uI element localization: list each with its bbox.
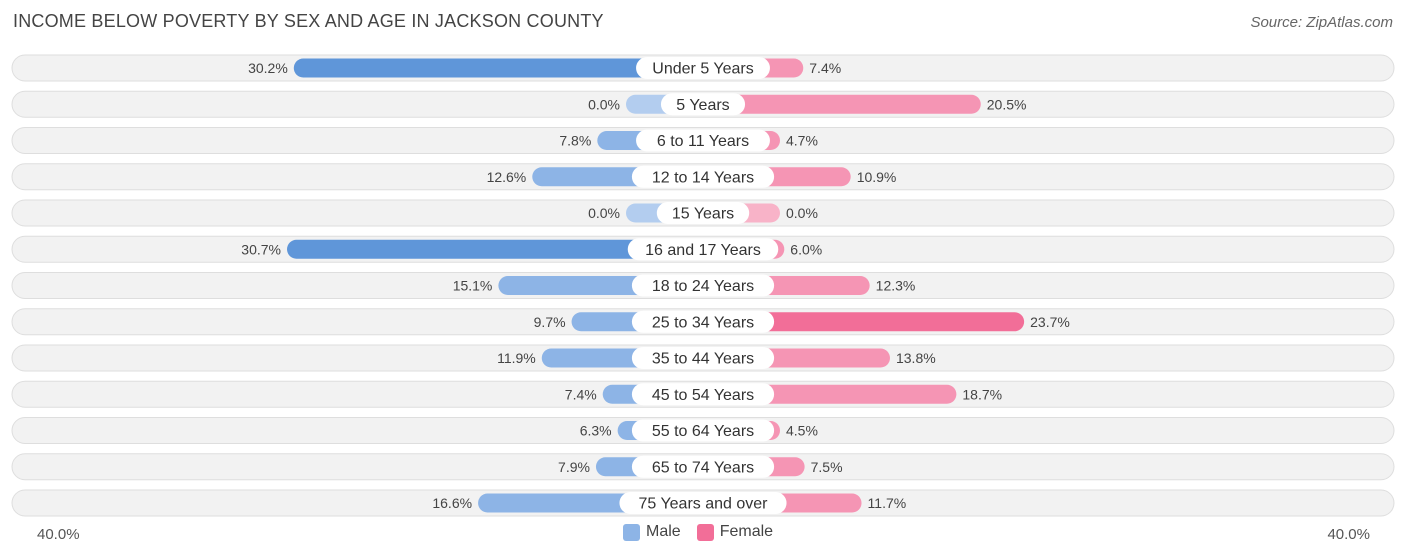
category-pill [631,383,775,406]
value-label-female: 11.7% [868,495,907,511]
category-label: 12 to 14 Years [652,169,754,186]
value-label-male: 7.4% [565,386,597,402]
category-pill [636,57,770,79]
legend-item-female: Female [696,523,774,541]
category-pill [631,455,775,478]
value-label-female: 13.8% [896,350,936,366]
category-label: 65 to 74 Years [652,459,754,476]
value-label-female: 0.0% [786,205,818,221]
value-label-female: 20.5% [987,96,1027,112]
value-label-female: 10.9% [857,169,897,185]
category-pill [636,129,770,152]
category-pill [619,492,787,514]
category-pill [631,347,775,369]
category-pill [631,165,775,188]
bar-female [703,94,981,114]
value-label-female: 7.4% [809,60,841,76]
category-label: 75 Years and over [639,496,769,513]
value-label-male: 0.0% [588,205,620,221]
axis-left-label: 40.0% [37,526,80,543]
value-label-male: 9.7% [534,314,566,330]
bar-male [287,239,703,259]
value-label-male: 11.9% [497,350,536,366]
value-label-male: 30.7% [241,241,281,257]
value-label-male: 16.6% [432,495,472,511]
category-label: 6 to 11 Years [657,133,749,150]
legend-swatch-male [623,523,640,541]
value-label-female: 12.3% [876,278,916,294]
value-label-female: 23.7% [1030,314,1070,330]
bar-female [703,312,1025,332]
source-label: Source: ZipAtlas.com [1250,14,1393,31]
value-label-male: 12.6% [487,169,527,185]
category-pill [631,419,775,442]
category-label: 55 to 64 Years [652,423,754,440]
category-label: 25 to 34 Years [652,314,754,331]
category-pill [631,310,775,333]
value-label-female: 4.7% [786,133,818,149]
category-label: 15 Years [672,206,734,223]
value-label-male: 30.2% [248,60,288,76]
legend: Male Female [623,523,789,541]
value-label-male: 15.1% [453,278,493,294]
category-label: 16 and 17 Years [645,242,761,259]
legend-label-female: Female [719,523,774,540]
axis-right-label: 40.0% [1327,526,1370,543]
value-label-female: 7.5% [811,459,843,475]
category-pill [656,202,750,224]
value-label-male: 7.8% [559,133,591,149]
value-label-female: 4.5% [786,423,818,439]
chart-title: INCOME BELOW POVERTY BY SEX AND AGE IN J… [13,11,604,31]
legend-item-male: Male [623,523,681,541]
category-label: 45 to 54 Years [652,387,754,404]
category-pill [660,93,746,116]
value-label-male: 0.0% [588,96,620,112]
category-label: 18 to 24 Years [652,278,754,295]
legend-swatch-female [696,523,714,541]
category-label: 5 Years [676,97,729,114]
value-label-male: 6.3% [580,423,612,439]
category-pill [627,238,779,261]
value-label-female: 6.0% [790,241,822,257]
bar-male [293,58,703,78]
value-label-female: 18.7% [962,386,1002,402]
category-pill [631,274,775,297]
category-label: Under 5 Years [652,61,753,78]
legend-label-male: Male [646,523,681,540]
category-label: 35 to 44 Years [652,351,754,368]
chart-plot: 30.2% 7.4% Under 5 Years 0.0% 20.5% 5 Years 7.… [11,54,1395,517]
value-label-male: 7.9% [558,459,590,475]
